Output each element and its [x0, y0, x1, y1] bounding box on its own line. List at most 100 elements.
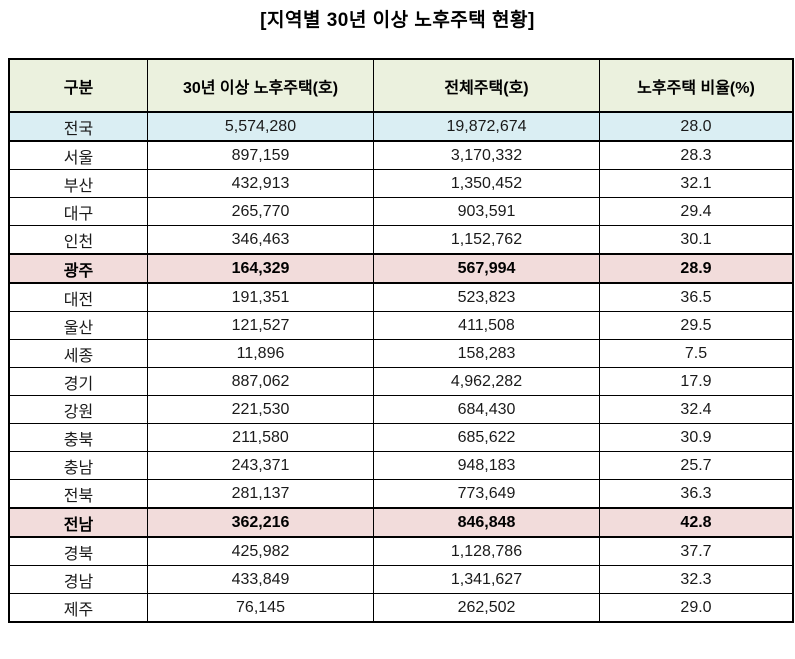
- old-houses-cell: 76,145: [147, 593, 374, 623]
- table-header: 구분 30년 이상 노후주택(호) 전체주택(호) 노후주택 비율(%): [8, 58, 794, 113]
- ratio-cell: 25.7: [599, 451, 794, 480]
- table-row: 경남 433,849 1,341,627 32.3: [8, 565, 794, 594]
- ratio-cell: 7.5: [599, 339, 794, 368]
- region-cell: 세종: [8, 339, 148, 368]
- total-houses-cell: 411,508: [373, 311, 600, 340]
- ratio-cell: 29.5: [599, 311, 794, 340]
- ratio-cell: 32.4: [599, 395, 794, 424]
- ratio-cell: 32.3: [599, 565, 794, 594]
- old-houses-cell: 221,530: [147, 395, 374, 424]
- old-houses-cell: 897,159: [147, 140, 374, 170]
- aged-housing-table: 구분 30년 이상 노후주택(호) 전체주택(호) 노후주택 비율(%) 전국 5,57…: [8, 58, 794, 623]
- old-houses-cell: 211,580: [147, 423, 374, 452]
- table-row: 강원 221,530 684,430 32.4: [8, 395, 794, 424]
- region-cell: 인천: [8, 225, 148, 255]
- old-houses-cell: 887,062: [147, 367, 374, 396]
- column-header-2: 전체주택(호): [373, 58, 600, 113]
- region-cell: 전남: [8, 507, 148, 538]
- region-cell: 대전: [8, 282, 148, 312]
- ratio-cell: 32.1: [599, 169, 794, 198]
- ratio-cell: 28.9: [599, 253, 794, 284]
- region-cell: 광주: [8, 253, 148, 284]
- table-row: 세종 11,896 158,283 7.5: [8, 339, 794, 368]
- ratio-cell: 36.5: [599, 282, 794, 312]
- table-row: 부산 432,913 1,350,452 32.1: [8, 169, 794, 198]
- table-row: 대구 265,770 903,591 29.4: [8, 197, 794, 226]
- region-cell: 대구: [8, 197, 148, 226]
- table-row: 전남 362,216 846,848 42.8: [8, 507, 794, 538]
- old-houses-cell: 5,574,280: [147, 111, 374, 142]
- table-row: 울산 121,527 411,508 29.5: [8, 311, 794, 340]
- table-row: 대전 191,351 523,823 36.5: [8, 282, 794, 312]
- region-cell: 경북: [8, 536, 148, 566]
- column-header-3: 노후주택 비율(%): [599, 58, 794, 113]
- region-cell: 충북: [8, 423, 148, 452]
- old-houses-cell: 432,913: [147, 169, 374, 198]
- region-cell: 울산: [8, 311, 148, 340]
- region-cell: 충남: [8, 451, 148, 480]
- region-cell: 경기: [8, 367, 148, 396]
- region-cell: 강원: [8, 395, 148, 424]
- table-row: 서울 897,159 3,170,332 28.3: [8, 140, 794, 170]
- old-houses-cell: 425,982: [147, 536, 374, 566]
- total-houses-cell: 903,591: [373, 197, 600, 226]
- total-houses-cell: 948,183: [373, 451, 600, 480]
- ratio-cell: 29.4: [599, 197, 794, 226]
- total-houses-cell: 19,872,674: [373, 111, 600, 142]
- old-houses-cell: 433,849: [147, 565, 374, 594]
- old-houses-cell: 191,351: [147, 282, 374, 312]
- total-houses-cell: 262,502: [373, 593, 600, 623]
- old-houses-cell: 265,770: [147, 197, 374, 226]
- header-row: 구분 30년 이상 노후주택(호) 전체주택(호) 노후주택 비율(%): [8, 58, 794, 113]
- total-houses-cell: 567,994: [373, 253, 600, 284]
- table-row: 충북 211,580 685,622 30.9: [8, 423, 794, 452]
- ratio-cell: 30.9: [599, 423, 794, 452]
- table-row: 광주 164,329 567,994 28.9: [8, 253, 794, 284]
- old-houses-cell: 164,329: [147, 253, 374, 284]
- total-houses-cell: 846,848: [373, 507, 600, 538]
- table-row: 전국 5,574,280 19,872,674 28.0: [8, 111, 794, 142]
- total-houses-cell: 1,350,452: [373, 169, 600, 198]
- ratio-cell: 17.9: [599, 367, 794, 396]
- total-houses-cell: 3,170,332: [373, 140, 600, 170]
- table-row: 충남 243,371 948,183 25.7: [8, 451, 794, 480]
- old-houses-cell: 121,527: [147, 311, 374, 340]
- table-row: 인천 346,463 1,152,762 30.1: [8, 225, 794, 255]
- ratio-cell: 37.7: [599, 536, 794, 566]
- region-cell: 제주: [8, 593, 148, 623]
- total-houses-cell: 773,649: [373, 479, 600, 509]
- old-houses-cell: 281,137: [147, 479, 374, 509]
- old-houses-cell: 11,896: [147, 339, 374, 368]
- ratio-cell: 29.0: [599, 593, 794, 623]
- total-houses-cell: 1,341,627: [373, 565, 600, 594]
- total-houses-cell: 685,622: [373, 423, 600, 452]
- total-houses-cell: 4,962,282: [373, 367, 600, 396]
- ratio-cell: 42.8: [599, 507, 794, 538]
- old-houses-cell: 243,371: [147, 451, 374, 480]
- column-header-0: 구분: [8, 58, 148, 113]
- region-cell: 전북: [8, 479, 148, 509]
- region-cell: 부산: [8, 169, 148, 198]
- total-houses-cell: 1,152,762: [373, 225, 600, 255]
- table-body: 전국 5,574,280 19,872,674 28.0 서울 897,159 3,170,…: [8, 111, 794, 623]
- table-row: 제주 76,145 262,502 29.0: [8, 593, 794, 623]
- page-title: [지역별 30년 이상 노후주택 현황]: [260, 10, 535, 31]
- table-row: 전북 281,137 773,649 36.3: [8, 479, 794, 509]
- total-houses-cell: 684,430: [373, 395, 600, 424]
- region-cell: 경남: [8, 565, 148, 594]
- total-houses-cell: 523,823: [373, 282, 600, 312]
- ratio-cell: 28.0: [599, 111, 794, 142]
- region-cell: 서울: [8, 140, 148, 170]
- total-houses-cell: 158,283: [373, 339, 600, 368]
- table-row: 경북 425,982 1,128,786 37.7: [8, 536, 794, 566]
- old-houses-cell: 346,463: [147, 225, 374, 255]
- column-header-1: 30년 이상 노후주택(호): [147, 58, 374, 113]
- old-houses-cell: 362,216: [147, 507, 374, 538]
- region-cell: 전국: [8, 111, 148, 142]
- ratio-cell: 30.1: [599, 225, 794, 255]
- ratio-cell: 36.3: [599, 479, 794, 509]
- total-houses-cell: 1,128,786: [373, 536, 600, 566]
- table-row: 경기 887,062 4,962,282 17.9: [8, 367, 794, 396]
- ratio-cell: 28.3: [599, 140, 794, 170]
